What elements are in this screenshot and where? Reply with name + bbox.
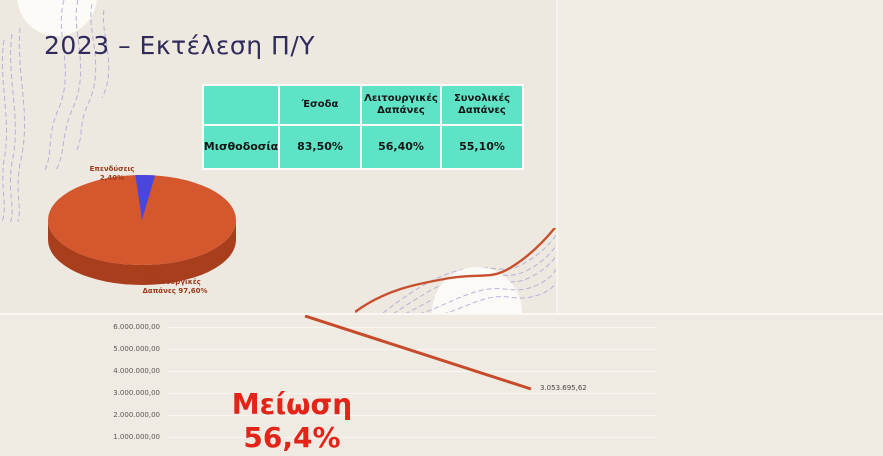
gridline xyxy=(168,415,656,416)
gridline xyxy=(168,371,656,372)
gridline xyxy=(168,327,656,328)
slide-title: 2023 – Εκτέλεση Π/Υ xyxy=(44,31,316,60)
y-axis-label: 4.000.000,00 xyxy=(113,367,160,375)
table-value-synolikes: 55,10% xyxy=(442,126,522,168)
table-header-synolikes: Συνολικές Δαπάνες xyxy=(442,86,522,124)
trend-line xyxy=(304,315,532,391)
table-header-esoda: Έσοδα xyxy=(280,86,360,124)
pie-label-investments: Επενδύσεις 2,40% xyxy=(77,165,147,183)
pie-label-investments-value: 2,40% xyxy=(99,174,125,183)
y-axis-label: 1.000.000,00 xyxy=(113,433,160,441)
metrics-table: Έσοδα Λειτουργικές Δαπάνες Συνολικές Δαπ… xyxy=(202,84,524,170)
table-corner-cell xyxy=(204,86,278,124)
slide-panel: 2023 – Εκτέλεση Π/Υ Έσοδα Λειτουργικές Δ… xyxy=(0,0,558,313)
pie-label-investments-name: Επενδύσεις xyxy=(89,165,135,173)
table-value-esoda: 83,50% xyxy=(280,126,360,168)
y-axis-label: 5.000.000,00 xyxy=(113,345,160,353)
decrease-annotation: Μείωση 56,4% xyxy=(228,388,356,454)
wave-decoration-panel xyxy=(355,228,556,313)
table-row-label: Μισθοδοσία xyxy=(204,126,278,168)
y-axis-label: 6.000.000,00 xyxy=(113,323,160,331)
gridline xyxy=(168,437,656,438)
y-axis-label: 2.000.000,00 xyxy=(113,411,160,419)
trend-end-value-label: 3.053.695,62 xyxy=(540,384,587,392)
y-axis-label: 3.000.000,00 xyxy=(113,389,160,397)
line-chart-area: 6.000.000,00 5.000.000,00 4.000.000,00 3… xyxy=(0,313,883,456)
gridline xyxy=(168,393,656,394)
pie-label-operating: Λειτουργικές Δαπάνες 97,60% xyxy=(115,278,235,297)
table-header-leitourgikes: Λειτουργικές Δαπάνες xyxy=(362,86,440,124)
pie-chart xyxy=(48,174,236,285)
pie-label-operating-value: Δαπάνες 97,60% xyxy=(142,287,208,296)
decrease-annotation-line2: 56,4% xyxy=(243,421,341,454)
decrease-annotation-line1: Μείωση xyxy=(231,388,353,421)
table-value-leitourgikes: 56,40% xyxy=(362,126,440,168)
pie-label-operating-name: Λειτουργικές xyxy=(149,278,201,286)
